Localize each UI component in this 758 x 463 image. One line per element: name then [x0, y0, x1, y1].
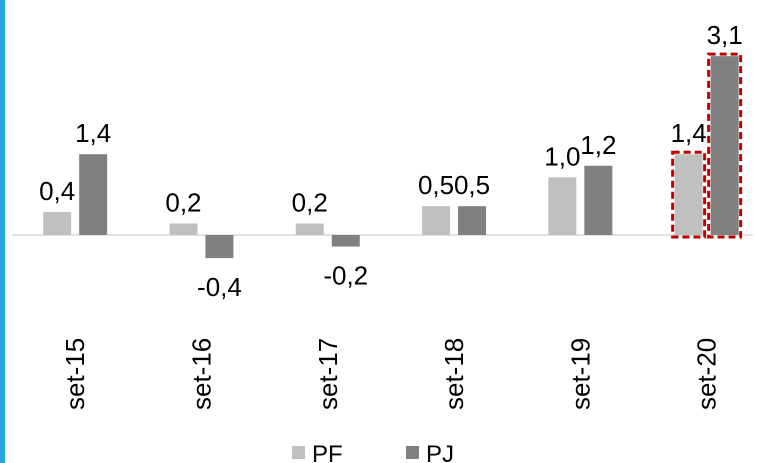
data-label-pj-set-18: 0,5: [454, 170, 490, 200]
data-label-pj-set-16: -0,4: [197, 272, 242, 302]
bar-pf-set-20: [674, 154, 703, 235]
bar-pj-set-17: [331, 235, 360, 247]
x-tick-label-set-19: set-19: [565, 338, 595, 410]
legend-label-pj: PJ: [426, 441, 454, 463]
bar-pj-set-19: [584, 165, 613, 235]
highlight-box-pf: [671, 150, 707, 239]
bar-pj-set-16: [205, 235, 234, 259]
bar-pj-set-15: [79, 154, 108, 235]
bar-pj-set-20: [710, 56, 739, 235]
bar-pf-set-15: [43, 211, 72, 235]
data-label-pf-set-16: 0,2: [165, 187, 201, 217]
data-label-pj-set-17: -0,2: [323, 261, 368, 291]
data-label-pf-set-20: 1,4: [671, 118, 707, 148]
x-tick-label-set-17: set-17: [313, 338, 343, 410]
bar-pj-set-18: [458, 206, 487, 235]
legend-label-pf: PF: [312, 441, 343, 463]
x-tick-label-set-15: set-15: [60, 338, 90, 410]
data-label-pf-set-19: 1,0: [544, 141, 580, 171]
bar-pf-set-17: [295, 223, 324, 235]
data-label-pf-set-17: 0,2: [292, 187, 328, 217]
bar-pf-set-16: [169, 223, 198, 235]
legend-swatch-pf: [292, 446, 305, 459]
data-label-pf-set-18: 0,5: [418, 170, 454, 200]
data-label-pf-set-15: 0,4: [39, 176, 75, 206]
bar-pf-set-19: [548, 177, 577, 235]
highlight-box-pj: [707, 52, 743, 239]
bar-pf-set-18: [422, 206, 451, 235]
legend-swatch-pj: [406, 446, 419, 459]
data-label-pj-set-19: 1,2: [580, 130, 616, 160]
x-tick-label-set-20: set-20: [692, 338, 722, 410]
x-tick-label-set-16: set-16: [186, 338, 216, 410]
x-tick-label-set-18: set-18: [439, 338, 469, 410]
accent-border: [0, 0, 5, 463]
data-label-pj-set-15: 1,4: [75, 118, 111, 148]
data-label-pj-set-20: 3,1: [707, 20, 743, 50]
